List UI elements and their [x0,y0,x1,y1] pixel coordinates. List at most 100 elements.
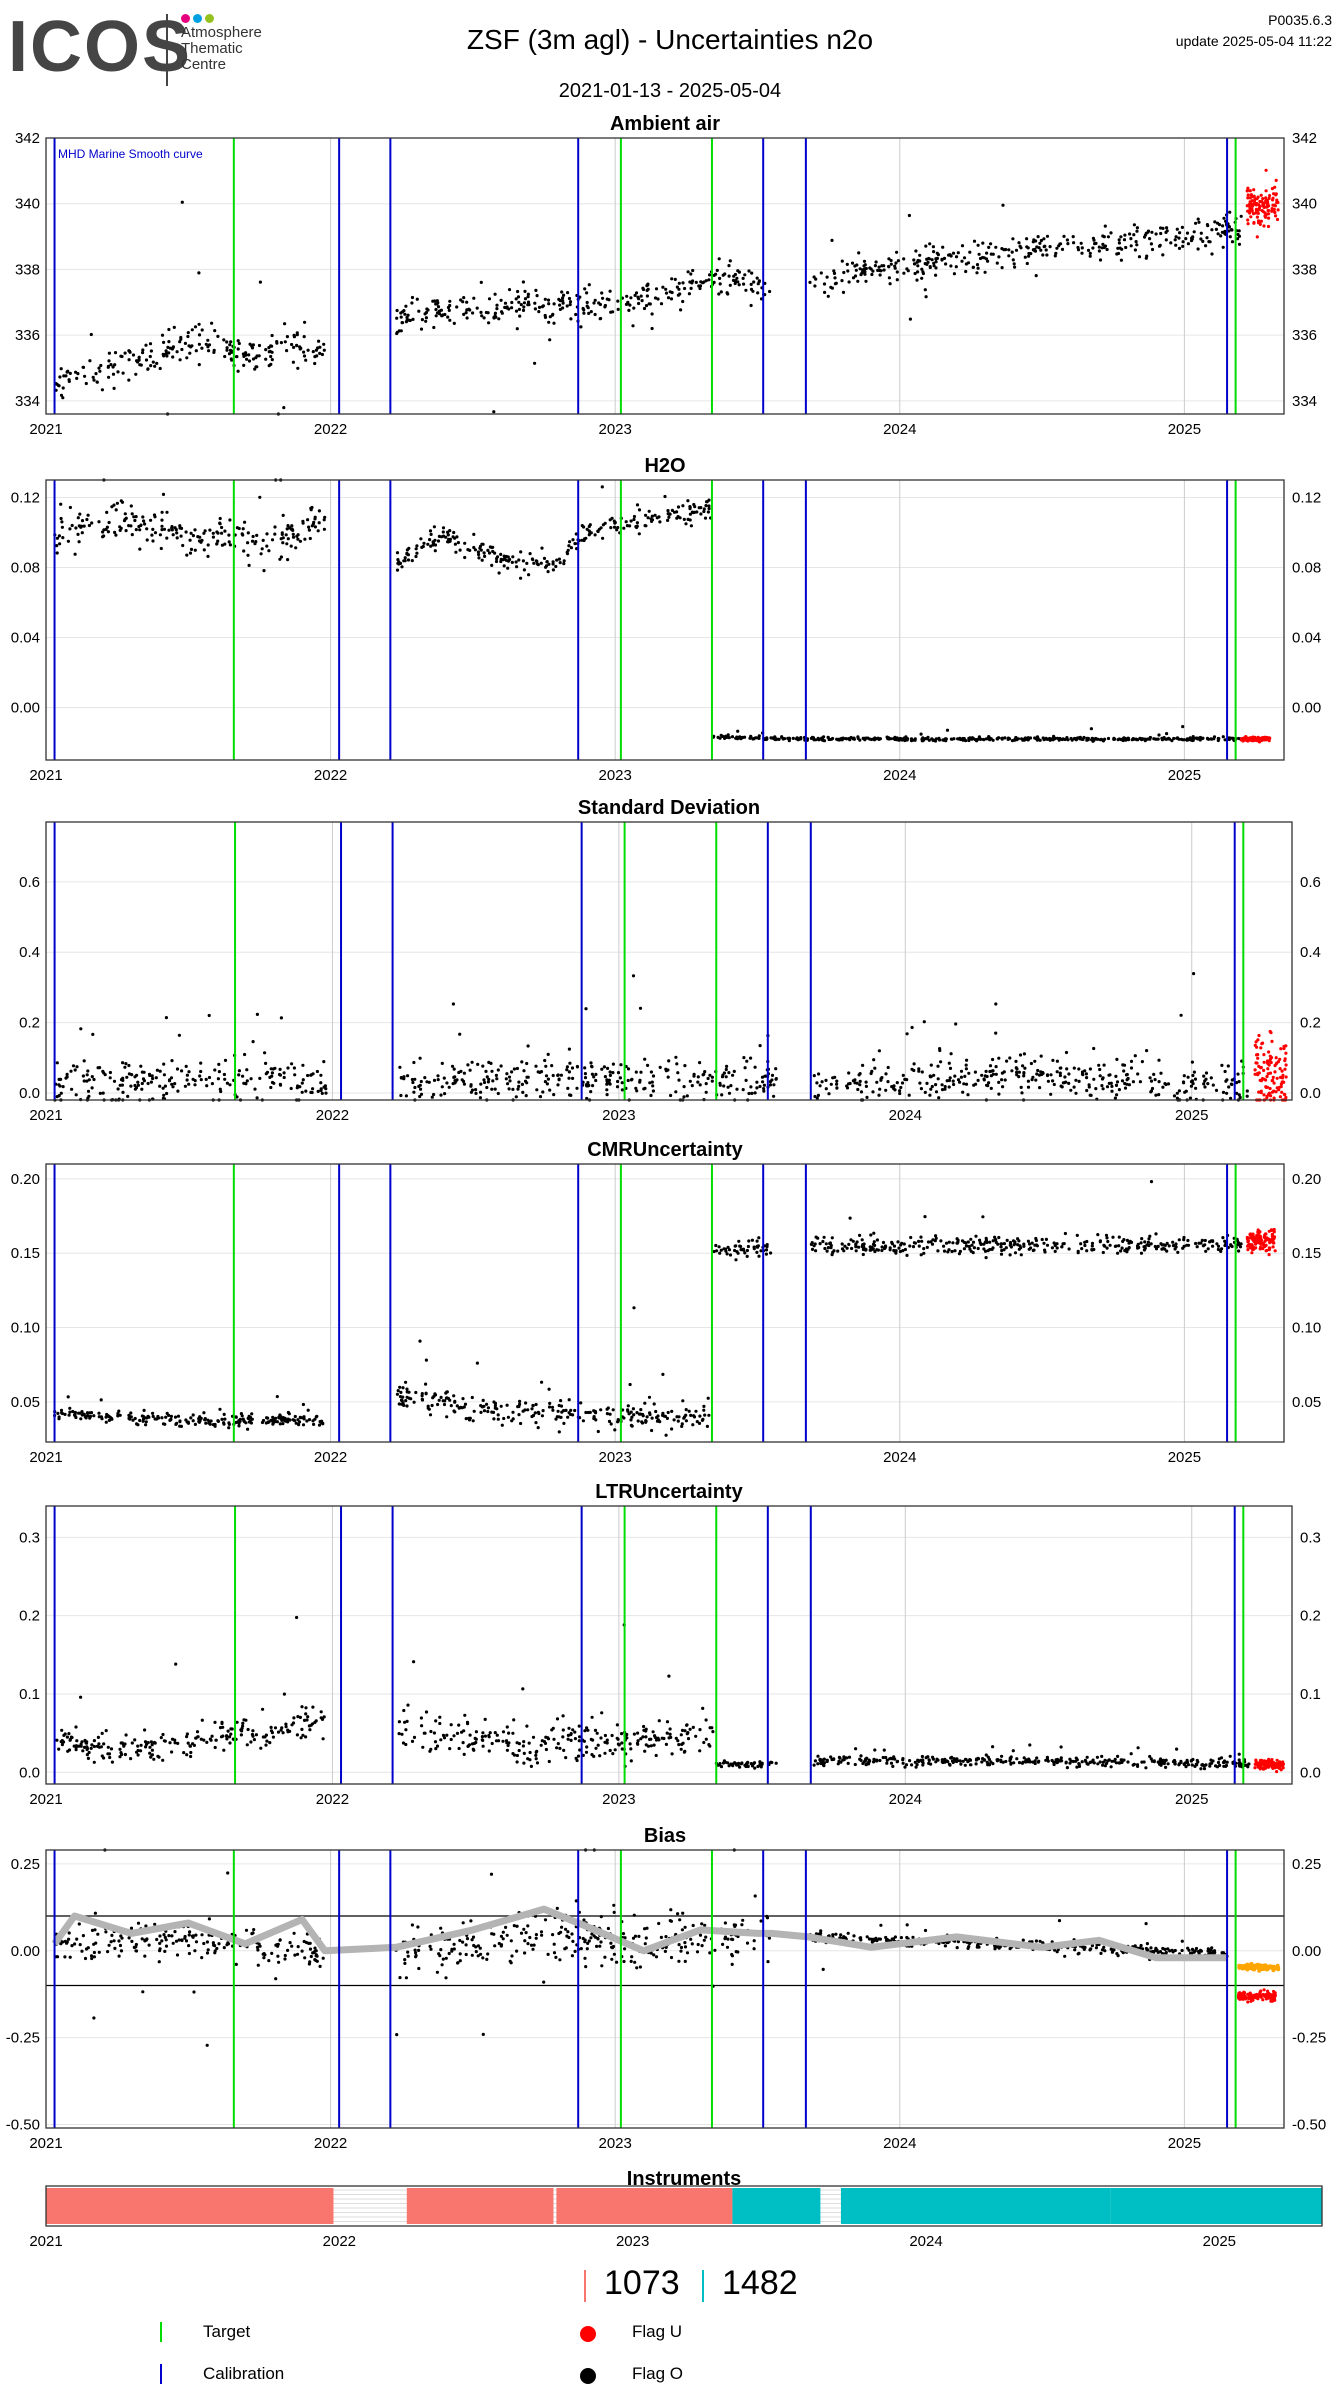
instrument-block [840,2188,1111,2224]
x-tick-label: 2025 [1175,1107,1208,1124]
y-tick-label-right: 0.00 [1292,700,1321,717]
y-tick-label: 0.6 [19,874,40,891]
y-tick-label: 340 [15,196,40,213]
y-tick-label-right: 0.00 [1292,1943,1321,1960]
instrument-x-tick-label: 2023 [616,2233,649,2250]
count-marker-2 [702,2270,704,2302]
x-tick-label: 2022 [314,2135,347,2152]
instrument-counts: 1073 1482 [0,2262,1340,2306]
instrument-block [406,2188,554,2224]
x-tick-label: 2023 [599,1449,632,1466]
y-tick-label-right: 0.25 [1292,1856,1321,1873]
data-points [53,1180,1243,1437]
y-tick-label-right: -0.50 [1292,2117,1326,2134]
y-tick-label-right: 340 [1292,196,1317,213]
legend-calibration-label: Calibration [203,2364,285,2383]
x-tick-label: 2023 [602,1791,635,1808]
y-tick-label-right: 0.04 [1292,630,1321,647]
y-tick-label-right: 336 [1292,327,1317,344]
date-range: 2021-01-13 - 2025-05-04 [558,80,782,102]
count-marker-1 [584,2270,586,2302]
data-points [53,478,1242,743]
y-tick-label-right: 0.05 [1292,1394,1321,1411]
x-tick-label: 2022 [314,1449,347,1466]
y-tick-label-right: 338 [1292,261,1317,278]
y-tick-label-right: 0.6 [1300,874,1321,891]
panel-title: CMRUncertainty [587,1139,743,1161]
y-tick-label-right: 334 [1292,393,1317,410]
instrument-block [1110,2188,1322,2224]
x-tick-label: 2025 [1168,421,1201,438]
x-tick-label: 2022 [314,767,347,784]
y-tick-label-right: 0.15 [1292,1245,1321,1262]
count-instrument-2: 1482 [722,2264,798,2302]
x-tick-label: 2022 [316,1107,349,1124]
x-tick-label: 2025 [1168,2135,1201,2152]
y-tick-label: 0.05 [11,1394,40,1411]
y-tick-label-right: 0.08 [1292,560,1321,577]
y-tick-label: -0.25 [6,2030,40,2047]
logo-divider [166,14,168,86]
x-tick-label: 2021 [29,1107,62,1124]
x-tick-label: 2022 [314,421,347,438]
panel-frame [45,1163,1285,1443]
y-tick-label-right: 0.0 [1300,1764,1321,1781]
panel-title: LTRUncertainty [595,1481,743,1503]
panel-title: Bias [644,1825,686,1847]
panel-frame [45,479,1285,761]
logo-subtitle: Atmosphere Thematic Centre [181,25,262,73]
y-tick-label: 0.08 [11,560,40,577]
y-tick-label: 0.3 [19,1529,40,1546]
instrument-block [732,2188,821,2224]
logo-dot-pink [181,14,190,23]
y-tick-label-right: 0.10 [1292,1320,1321,1337]
legend-flag-o-marker [580,2368,596,2384]
y-tick-label-right: -0.25 [1292,2030,1326,2047]
smooth-curve [51,1905,1228,1962]
panel-bias: Bias -0.50 -0.50 -0.25 -0.25 0.00 0.00 0.25 0.25… [6,1825,1326,2152]
flag-u-points [1239,735,1272,744]
x-tick-label: 2022 [316,1791,349,1808]
x-tick-label: 2024 [883,421,916,438]
y-tick-label-right: 0.2 [1300,1608,1321,1625]
y-tick-label-right: 0.2 [1300,1015,1321,1032]
legend-flag-u-marker [580,2326,596,2342]
smooth-curve-annotation: MHD Marine Smooth curve [58,147,203,161]
panel-cmruncertainty: CMRUncertainty 0.05 0.05 0.10 0.10 0.15 0.15 0.… [11,1139,1321,1466]
flag-u-points [1253,1029,1288,1102]
y-tick-label-right: 0.4 [1300,944,1321,961]
y-tick-label: 0.04 [11,630,40,647]
y-tick-label: 0.0 [19,1764,40,1781]
legend-target-marker [160,2322,162,2342]
instruments-title: Instruments [627,2168,741,2190]
panel-frame [45,1505,1293,1785]
y-tick-label: 336 [15,327,40,344]
instrument-block [46,2188,334,2224]
x-tick-label: 2021 [29,1791,62,1808]
instrument-x-tick-label: 2025 [1203,2233,1236,2250]
panel-h2o: H2O 0.00 0.00 0.04 0.04 0.08 0.08 0.12 0.12 2021 2… [11,455,1321,784]
panel-ltruncertainty: LTRUncertainty 0.0 0.0 0.1 0.1 0.2 0.2 0.3 0.3 20… [19,1481,1321,1808]
count-instrument-1: 1073 [604,2264,680,2302]
version-label: P0035.6.3 [1268,12,1332,28]
panel-title: H2O [644,455,685,477]
x-tick-label: 2021 [29,1449,62,1466]
y-tick-label: 0.0 [19,1085,40,1102]
y-tick-label: 0.25 [11,1856,40,1873]
x-tick-label: 2021 [29,767,62,784]
x-tick-label: 2021 [29,2135,62,2152]
page-title: ZSF (3m agl) - Uncertainties n2o [466,24,874,55]
legend-calibration-marker [160,2364,162,2384]
x-tick-label: 2021 [29,421,62,438]
panel-frame [45,137,1285,415]
x-tick-label: 2024 [889,1791,922,1808]
logo-subtitle-line-3: Centre [181,56,227,73]
logo-dot-green [205,14,214,23]
panel-frame [45,821,1293,1101]
instrument-x-tick-label: 2021 [29,2233,62,2250]
x-tick-label: 2024 [889,1107,922,1124]
y-tick-label-right: 0.3 [1300,1529,1321,1546]
x-tick-label: 2023 [602,1107,635,1124]
instruments-panel: Instruments 2021 2022 2023 2024 2025 [29,2168,1323,2250]
